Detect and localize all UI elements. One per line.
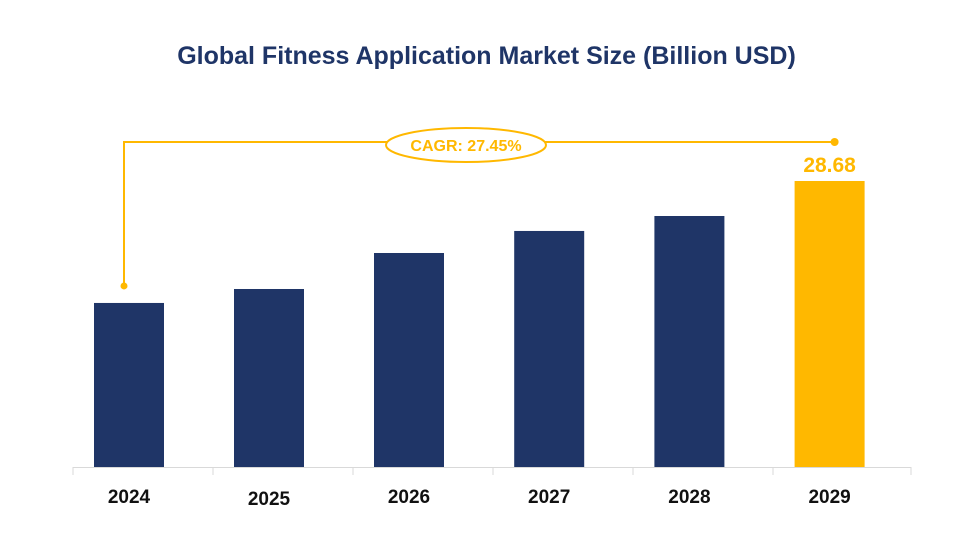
bar-2029: [794, 181, 865, 467]
cagr-bracket-line: [123, 141, 835, 286]
x-tick-label-2024: 2024: [108, 487, 151, 508]
x-tick-label-2025: 2025: [248, 489, 291, 510]
x-tick-label-2027: 2027: [528, 487, 570, 508]
cagr-end-dot: [830, 138, 839, 146]
x-tick-label-2026: 2026: [388, 487, 430, 508]
bar-2024: [94, 302, 164, 467]
bar-2026: [374, 252, 444, 467]
cagr-label: CAGR: 27.45%: [410, 138, 521, 155]
bar-2028: [654, 216, 725, 467]
x-tick-label-2028: 2028: [668, 487, 710, 508]
cagr-start-dot: [120, 282, 128, 290]
data-label-2029: 28.68: [803, 154, 856, 177]
bar-2025: [234, 288, 304, 467]
cagr-ellipse: [385, 127, 547, 163]
chart-title: Global Fitness Application Market Size (…: [177, 42, 796, 70]
bar-2027: [514, 230, 585, 467]
x-tick-label-2029: 2029: [808, 487, 850, 508]
